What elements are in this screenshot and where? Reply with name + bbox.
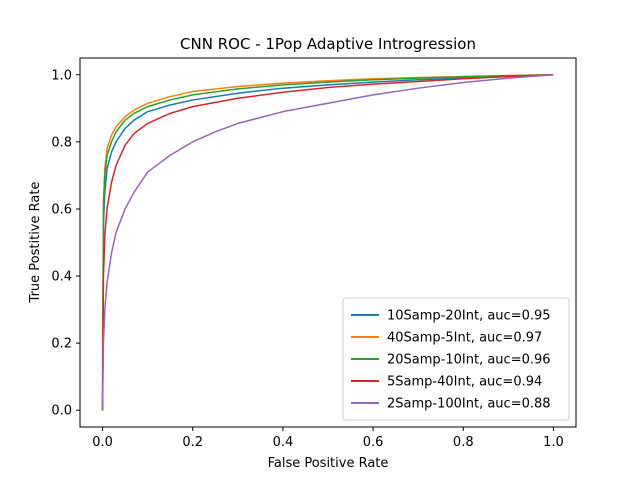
series-line-2: [101, 74, 554, 411]
y-axis-label: True Postitive Rate: [28, 182, 43, 304]
y-tick-label: 0.4: [51, 270, 72, 285]
plot-lines: [101, 74, 554, 411]
y-tick-label: 0.2: [51, 337, 72, 352]
legend-entry-3: 5Samp-40Int, auc=0.94: [387, 375, 542, 390]
legend-entry-4: 2Samp-100Int, auc=0.88: [387, 397, 551, 412]
y-tick-label: 0.0: [51, 404, 72, 419]
x-tick-label: 0.4: [273, 435, 294, 450]
x-tick-label: 1.0: [543, 435, 564, 450]
series-line-4: [101, 74, 554, 411]
x-tick-label: 0.8: [453, 435, 474, 450]
y-tick-label: 1.0: [51, 68, 72, 83]
legend-entry-0: 10Samp-20Int, auc=0.95: [387, 309, 551, 324]
x-tick-label: 0.0: [92, 435, 113, 450]
x-axis-ticks: 0.0 0.2 0.4 0.6 0.8 1.0: [92, 427, 564, 450]
y-tick-label: 0.6: [51, 202, 72, 217]
legend: 10Samp-20Int, auc=0.95 40Samp-5Int, auc=0…: [342, 297, 570, 421]
x-axis-label: False Positive Rate: [268, 456, 389, 471]
x-tick-label: 0.6: [363, 435, 384, 450]
legend-entry-2: 20Samp-10Int, auc=0.96: [387, 353, 551, 368]
y-axis-ticks: 0.0 0.2 0.4 0.6 0.8 1.0: [51, 68, 80, 419]
y-tick-label: 0.8: [51, 135, 72, 150]
chart-title: CNN ROC - 1Pop Adaptive Introgression: [180, 35, 476, 53]
legend-box: [342, 297, 570, 421]
series-line-3: [101, 74, 554, 411]
plot-frame: [79, 57, 577, 428]
legend-entry-1: 40Samp-5Int, auc=0.97: [387, 331, 542, 346]
x-tick-label: 0.2: [182, 435, 203, 450]
series-line-0: [101, 74, 554, 411]
